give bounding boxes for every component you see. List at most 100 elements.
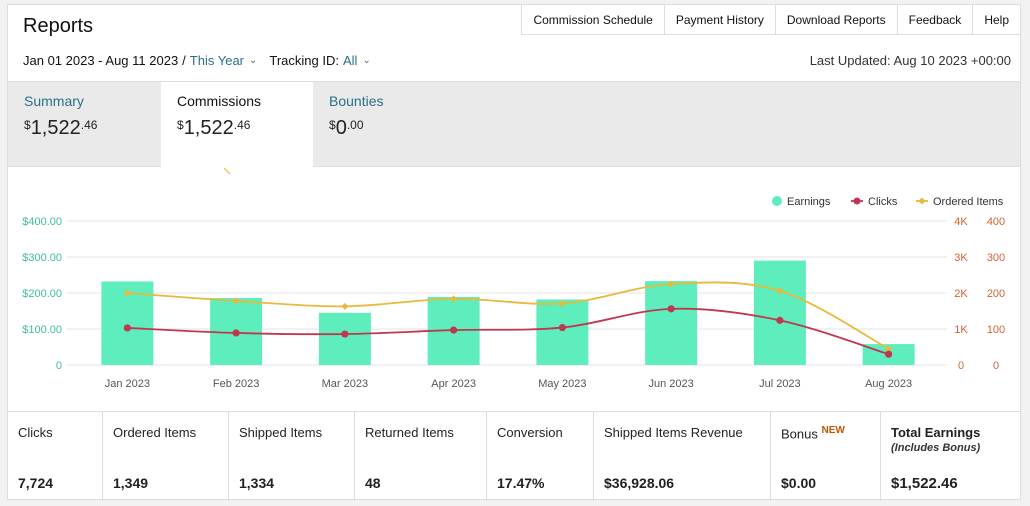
filter-bar: Jan 01 2023 - Aug 11 2023 / This Year ⌄ … (23, 53, 383, 68)
chevron-down-icon[interactable]: ⌄ (249, 55, 258, 66)
feedback-button[interactable]: Feedback (896, 5, 973, 35)
tab-bounties-value: $0.00 (329, 117, 457, 140)
clicks-point (341, 330, 349, 338)
clicks-point (450, 326, 458, 334)
clicks-line (127, 307, 889, 356)
ordered-items-point (450, 295, 458, 303)
ordered-items-point (776, 287, 784, 295)
chevron-down-icon[interactable]: ⌄ (362, 55, 371, 66)
legend-earnings-marker (772, 196, 782, 206)
y-right-clicks-tick-label: 3K (954, 252, 968, 264)
clicks-point (123, 324, 131, 332)
help-button[interactable]: Help (972, 5, 1020, 35)
tab-summary[interactable]: Summary $1,522.46 (8, 82, 161, 168)
payment-history-button[interactable]: Payment History (663, 5, 775, 35)
tab-bounties[interactable]: Bounties $0.00 (313, 82, 473, 168)
legend-earnings-label: Earnings (787, 196, 831, 208)
stat-label: Shipped Items (239, 425, 323, 440)
legend-clicks-label: Clicks (868, 196, 898, 208)
tab-summary-value: $1,522.46 (24, 117, 145, 140)
tab-commissions-label: Commissions (177, 93, 262, 109)
stats-bar: Clicks 7,724 Ordered Items 1,349 Shipped… (8, 411, 1020, 501)
stat-ordered-items: Ordered Items 1,349 (103, 412, 229, 501)
stat-value: 1,334 (239, 475, 275, 491)
ordered-items-point (123, 289, 131, 297)
stat-label: Returned Items (365, 425, 454, 440)
tab-commissions-value: $1,522.46 (177, 117, 297, 140)
last-updated: Last Updated: Aug 10 2023 +00:00 (809, 53, 1011, 68)
y-right-clicks-tick-label: 2K (954, 288, 968, 300)
y-right-items-tick-label: 200 (987, 288, 1005, 300)
amount-cents: .46 (233, 118, 251, 132)
legend-ordered-items-label: Ordered Items (933, 196, 1004, 208)
earnings-bar (536, 299, 589, 365)
tab-summary-label: Summary (24, 93, 84, 109)
earnings-bar (318, 312, 371, 365)
tab-commissions[interactable]: Commissions $1,522.46 (161, 82, 313, 172)
legend-ordered-items-marker (918, 197, 926, 205)
stat-label: Bonus NEW (781, 425, 870, 441)
tracking-id-dropdown[interactable]: All (342, 53, 358, 68)
download-reports-button[interactable]: Download Reports (774, 5, 897, 35)
clicks-point (776, 316, 784, 324)
stat-clicks: Clicks 7,724 (8, 412, 103, 501)
stat-value: 1,349 (113, 475, 149, 491)
y-right-clicks-tick-label: 1K (954, 324, 968, 336)
stat-bonus: Bonus NEW $0.00 (771, 412, 881, 501)
earnings-bar (645, 281, 698, 365)
earnings-chart: 0 0 0 $100.00 1K 100 $200.00 2K 200 $300.00 3K 300 $… (22, 196, 1005, 390)
date-range: Jan 01 2023 - Aug 11 2023 (23, 53, 179, 68)
x-tick-label: Jan 2023 (105, 378, 150, 390)
ordered-items-point (232, 297, 240, 305)
top-nav: Commission Schedule Payment History Down… (521, 5, 1020, 35)
page-title: Reports (23, 15, 94, 37)
currency-symbol: $ (329, 118, 336, 132)
legend-clicks-marker (853, 197, 861, 205)
stat-label: Ordered Items (113, 425, 197, 440)
y-right-items-tick-label: 100 (987, 324, 1005, 336)
stat-value: 48 (365, 475, 381, 491)
stat-value: $0.00 (781, 475, 817, 491)
ordered-items-point (667, 280, 675, 288)
y-right-items-tick-label: 400 (987, 216, 1005, 228)
ordered-items-line (127, 281, 890, 350)
tracking-id-label: Tracking ID: (269, 53, 339, 68)
commission-schedule-button[interactable]: Commission Schedule (521, 5, 664, 35)
amount-cents: .00 (346, 118, 364, 132)
x-tick-label: Jun 2023 (648, 378, 693, 390)
y-right-clicks-tick-label: 0 (958, 360, 964, 372)
y-left-tick-label: $300.00 (22, 252, 62, 264)
reports-panel: Reports Commission Schedule Payment Hist… (7, 4, 1021, 501)
new-badge: NEW (821, 425, 845, 436)
summary-tabs: Summary $1,522.46 Commissions $1,522.46 … (8, 81, 1020, 172)
clicks-point (885, 350, 893, 358)
period-dropdown[interactable]: This Year (189, 53, 244, 68)
stat-shipped-items-revenue: Shipped Items Revenue $36,928.06 (594, 412, 771, 501)
y-right-clicks-tick-label: 4K (954, 216, 968, 228)
stat-label: Conversion (497, 425, 563, 440)
x-tick-label: Aug 2023 (865, 378, 912, 390)
stat-label: Shipped Items Revenue (604, 425, 743, 440)
amount-whole: 1,522 (183, 117, 234, 139)
y-left-tick-label: 0 (56, 360, 62, 372)
x-tick-label: Feb 2023 (213, 378, 259, 390)
amount-cents: .46 (80, 118, 98, 132)
stat-sub-label: (Includes Bonus) (891, 442, 981, 454)
earnings-bar (753, 260, 806, 365)
amount-whole: 0 (335, 117, 347, 139)
ordered-items-point (558, 299, 566, 307)
stat-value: 17.47% (497, 475, 545, 491)
x-tick-label: May 2023 (538, 378, 586, 390)
date-separator: / (182, 53, 186, 68)
amount-whole: 1,522 (30, 117, 81, 139)
ordered-items-point (341, 302, 349, 310)
ordered-items-point (885, 345, 893, 353)
stat-value: $1,522.46 (891, 475, 958, 492)
x-tick-label: Jul 2023 (759, 378, 801, 390)
clicks-point (232, 329, 240, 337)
currency-symbol: $ (177, 118, 184, 132)
stat-value: $36,928.06 (604, 475, 675, 491)
x-tick-label: Apr 2023 (431, 378, 476, 390)
bonus-label: Bonus (781, 426, 818, 442)
y-right-items-tick-label: 300 (987, 252, 1005, 264)
